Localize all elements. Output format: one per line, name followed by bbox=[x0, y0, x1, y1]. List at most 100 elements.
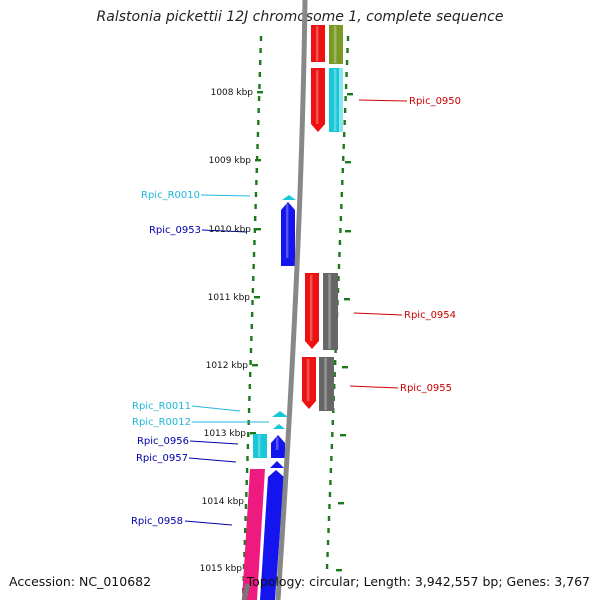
inner-tick-dot bbox=[249, 360, 252, 365]
outer-tick-dot bbox=[339, 228, 342, 233]
inner-tick-dot bbox=[246, 444, 250, 449]
inner-tick-dot bbox=[252, 252, 256, 257]
highlight bbox=[339, 68, 343, 132]
label-leader-line bbox=[349, 385, 399, 389]
gene-block-gray bbox=[319, 357, 334, 411]
outer-major-tick bbox=[344, 298, 350, 301]
inner-tick-dot bbox=[242, 564, 246, 569]
label-leader-line bbox=[184, 520, 233, 526]
outer-major-tick bbox=[340, 434, 346, 437]
gene-label: Rpic_0957 bbox=[136, 453, 188, 464]
accession-text: Accession: NC_010682 bbox=[9, 574, 152, 589]
major-tick bbox=[257, 91, 263, 94]
outer-tick-dot bbox=[339, 216, 343, 221]
label-leader-line bbox=[353, 312, 403, 316]
inner-tick-dot bbox=[250, 336, 253, 341]
inner-tick-dot bbox=[254, 192, 258, 197]
kbp-label: 1010 kbp bbox=[209, 225, 252, 235]
outer-tick-dot bbox=[325, 564, 329, 569]
gene-rpic-0957 bbox=[270, 461, 284, 468]
outer-tick-dot bbox=[342, 156, 345, 161]
inner-tick-dot bbox=[255, 180, 258, 185]
inner-tick-dot bbox=[250, 324, 253, 329]
gene-block-red bbox=[311, 25, 325, 62]
outer-tick-dot bbox=[331, 420, 334, 425]
gene-label: Rpic_0953 bbox=[149, 225, 201, 236]
inner-tick-dot bbox=[257, 120, 260, 125]
backbone-segment bbox=[241, 583, 251, 600]
outer-tick-dot bbox=[337, 276, 340, 281]
outer-tick-dot bbox=[330, 456, 333, 461]
inner-tick-dot bbox=[246, 456, 249, 461]
major-tick bbox=[252, 364, 258, 367]
outer-major-tick bbox=[345, 230, 351, 233]
outer-tick-dot bbox=[340, 204, 343, 209]
gene-rpic-r0011 bbox=[272, 411, 288, 417]
inner-tick-dot bbox=[256, 144, 259, 149]
inner-tick-dot bbox=[258, 72, 262, 77]
outer-tick-dot bbox=[346, 36, 350, 41]
inner-tick-dot bbox=[249, 372, 252, 377]
topology-summary: Topology: circular; Length: 3,942,557 bp… bbox=[246, 574, 590, 589]
major-tick bbox=[255, 159, 261, 162]
outer-tick-dot bbox=[331, 432, 334, 437]
outer-major-tick bbox=[336, 569, 342, 572]
gene-pink bbox=[242, 469, 265, 600]
outer-major-tick bbox=[345, 161, 351, 164]
inner-tick-dot bbox=[256, 132, 260, 137]
label-leader-line bbox=[358, 99, 408, 102]
inner-tick-dot bbox=[253, 240, 256, 245]
outer-tick-dot bbox=[341, 168, 344, 173]
inner-tick-dot bbox=[254, 216, 257, 221]
gene-rpic-0955 bbox=[302, 357, 316, 409]
outer-tick-dot bbox=[342, 132, 346, 137]
inner-tick-dot bbox=[247, 408, 251, 413]
inner-tick-dot bbox=[251, 300, 254, 305]
outer-tick-dot bbox=[333, 384, 336, 389]
inner-tick-dot bbox=[243, 528, 247, 533]
outer-tick-dot bbox=[340, 192, 344, 197]
inner-tick-dot bbox=[248, 396, 251, 401]
outer-tick-dot bbox=[329, 480, 332, 485]
gene-label: Rpic_R0012 bbox=[132, 417, 191, 428]
inner-tick-dot bbox=[245, 480, 248, 485]
gene-cyan-small bbox=[253, 434, 267, 458]
inner-tick-dot bbox=[259, 60, 262, 65]
gene-labels: Rpic_0950 Rpic_R0010 Rpic_0953 Rpic_0954 Rpi… bbox=[131, 96, 461, 527]
inner-tick-dot bbox=[243, 540, 246, 545]
kbp-label: 1012 kbp bbox=[206, 361, 249, 371]
inner-tick-dot bbox=[259, 36, 263, 41]
inner-tick-dot bbox=[247, 432, 250, 437]
outer-tick-dot bbox=[343, 108, 347, 113]
inner-tick-dot bbox=[245, 468, 249, 473]
kbp-labels: 1008 kbp 1009 kbp 1010 kbp 1011 kbp 1012 kbp… bbox=[200, 88, 254, 574]
gene-label: Rpic_0950 bbox=[409, 96, 461, 107]
outer-tick-dot bbox=[334, 348, 337, 353]
gene-label: Rpic_0955 bbox=[400, 383, 452, 394]
outer-tick-dot bbox=[344, 96, 347, 101]
outer-tick-dot bbox=[329, 468, 333, 473]
inner-tick-dot bbox=[255, 156, 259, 161]
outer-tick-dot bbox=[327, 516, 331, 521]
inner-tick-dot bbox=[249, 348, 253, 353]
label-leader-line bbox=[201, 229, 248, 233]
kbp-label: 1013 kbp bbox=[204, 429, 247, 439]
inner-tick-dot bbox=[251, 288, 255, 293]
gene-label: Rpic_0954 bbox=[404, 310, 456, 321]
gene-rpic-r0012 bbox=[273, 424, 285, 429]
inner-tick-dot bbox=[250, 312, 254, 317]
inner-tick-dot bbox=[252, 276, 255, 281]
outer-tick-dot bbox=[345, 60, 349, 65]
inner-tick-dot bbox=[245, 492, 248, 497]
gene-rpic-0954 bbox=[305, 273, 319, 349]
outer-tick-dot bbox=[328, 492, 332, 497]
outer-tick-dot bbox=[327, 528, 330, 533]
inner-tick-dot bbox=[243, 552, 246, 557]
outer-major-tick bbox=[342, 366, 348, 369]
outer-major-tick bbox=[338, 502, 344, 505]
outer-tick-dot bbox=[346, 48, 349, 53]
inner-tick-dot bbox=[254, 204, 257, 209]
outer-tick-dot bbox=[336, 288, 340, 293]
kbp-label: 1009 kbp bbox=[209, 156, 252, 166]
outer-tick-dot bbox=[343, 120, 346, 125]
